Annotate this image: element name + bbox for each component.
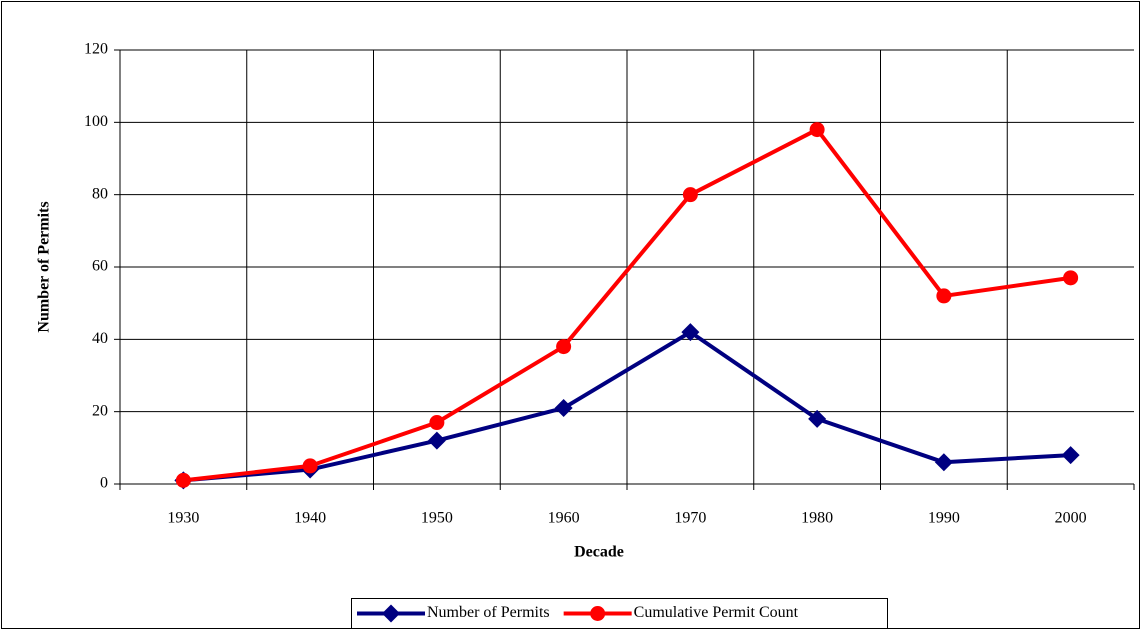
x-tick-label: 1980 — [801, 510, 833, 527]
marker-circle — [429, 415, 445, 431]
marker-circle — [590, 606, 606, 621]
marker-diamond — [382, 604, 400, 623]
legend-box — [351, 598, 888, 629]
y-tick-label: 60 — [92, 258, 108, 275]
marker-circle — [682, 187, 698, 203]
marker-circle — [809, 122, 825, 138]
x-tick-label: 1930 — [167, 510, 199, 527]
marker-diamond — [808, 409, 827, 428]
series-line — [183, 127, 1071, 483]
y-tick-label: 20 — [92, 402, 108, 419]
x-tick-label: 1970 — [674, 510, 706, 527]
x-tick-label: 1950 — [421, 510, 453, 527]
y-tick-label: 80 — [92, 185, 108, 202]
marker-diamond — [427, 431, 446, 450]
marker-circle — [175, 472, 191, 488]
y-tick-label: 40 — [92, 330, 108, 347]
marker-diamond — [1061, 446, 1080, 465]
marker-circle — [302, 458, 318, 474]
marker-diamond — [681, 323, 700, 342]
marker-diamond — [934, 453, 953, 472]
marker-circle — [556, 339, 572, 355]
x-tick-label: 1940 — [294, 510, 326, 527]
marker-circle — [1063, 270, 1079, 286]
x-tick-label: 1990 — [928, 510, 960, 527]
x-tick-label: 1960 — [548, 510, 580, 527]
y-tick-label: 100 — [84, 113, 108, 130]
legend-label: Number of Permits — [427, 604, 550, 621]
y-tick-label: 0 — [100, 475, 108, 492]
x-tick-label: 2000 — [1055, 510, 1087, 527]
series-line — [183, 330, 1071, 483]
y-axis-title: Number of Permits — [36, 201, 53, 332]
x-axis-title: Decade — [574, 544, 624, 561]
y-tick-label: 120 — [84, 41, 108, 58]
marker-diamond — [554, 399, 573, 418]
legend-label: Cumulative Permit Count — [634, 604, 799, 621]
marker-circle — [936, 288, 952, 304]
